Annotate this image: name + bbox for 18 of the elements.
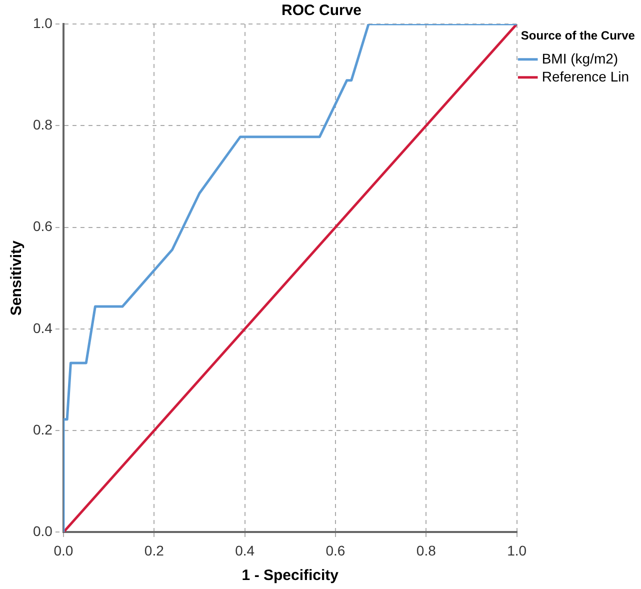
- y-tick-label: 0.6: [32, 218, 53, 234]
- y-tick-label: 1.0: [32, 14, 53, 31]
- y-axis-title: Sensitivity: [8, 240, 26, 316]
- y-tick-label: 0.4: [32, 320, 53, 336]
- x-axis-title: 1 - Specificity: [242, 567, 340, 584]
- x-tick-label: 0.4: [235, 542, 255, 558]
- x-tick-label: 1.0: [507, 542, 527, 558]
- x-tick-label: 0.6: [326, 542, 346, 558]
- legend-label: Reference Lin: [542, 68, 630, 84]
- y-tick-label: 0.0: [32, 523, 53, 540]
- y-tick-label: 0.8: [32, 116, 53, 132]
- legend-label: BMI (kg/m2): [542, 50, 618, 66]
- x-tick-label: 0.2: [144, 542, 164, 558]
- chart-title: ROC Curve: [281, 2, 362, 20]
- legend-title: Source of the Curve: [520, 28, 636, 42]
- y-tick-label: 0.2: [32, 421, 53, 438]
- x-tick-label: 0.0: [54, 542, 74, 558]
- x-tick-label: 0.8: [416, 542, 436, 558]
